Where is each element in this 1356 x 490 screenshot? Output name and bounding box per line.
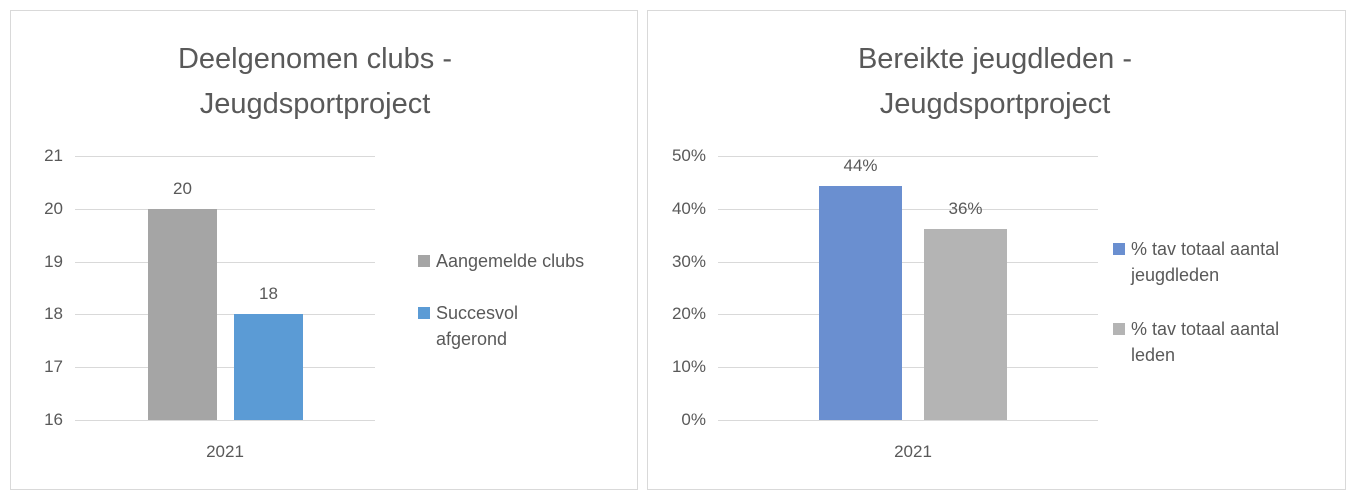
y-tick-label: 50% xyxy=(671,146,706,165)
legend-swatch xyxy=(1113,323,1125,335)
legend-label: % tav totaal aantal jeugdleden xyxy=(1131,239,1280,285)
grid-line xyxy=(718,208,1098,210)
grid-line xyxy=(718,156,1098,157)
x-tick-label: 2021 xyxy=(894,442,932,461)
y-tick-label: 21 xyxy=(44,146,63,165)
y-tick-label: 40% xyxy=(671,198,706,218)
data-label: 36% xyxy=(948,198,983,218)
legend-label: Aangemelde clubs xyxy=(436,251,585,271)
chart-title: Deelgenomen clubs - Jeugdsportproject xyxy=(177,43,453,120)
data-label: 44% xyxy=(843,156,878,176)
y-tick-label: 16 xyxy=(44,410,63,429)
data-label: 20 xyxy=(173,178,192,198)
legend-swatch xyxy=(1113,243,1125,255)
bar xyxy=(819,186,902,420)
y-tick-label: 20 xyxy=(44,198,63,218)
data-label: 18 xyxy=(259,284,278,304)
legend-swatch xyxy=(418,307,430,319)
x-tick-label: 2021 xyxy=(206,442,244,461)
y-tick-label: 17 xyxy=(44,357,63,377)
y-tick-label: 19 xyxy=(44,251,63,271)
chart-title: Bereikte jeugdleden - Jeugdsportproject xyxy=(857,43,1133,120)
grid-line xyxy=(75,208,375,210)
legend-label: % tav totaal aantal leden xyxy=(1131,319,1280,365)
chart-panel xyxy=(10,10,638,490)
grid-line xyxy=(75,367,375,369)
grid-line xyxy=(75,314,375,316)
y-tick-label: 30% xyxy=(671,251,706,271)
y-tick-label: 20% xyxy=(671,304,706,324)
bar xyxy=(924,228,1007,420)
grid-line xyxy=(75,261,375,263)
bar xyxy=(234,314,303,420)
bar xyxy=(148,208,217,420)
y-tick-label: 10% xyxy=(671,357,706,377)
y-tick-label: 18 xyxy=(44,304,63,324)
grid-line xyxy=(718,367,1098,369)
grid-line xyxy=(718,420,1098,421)
grid-line xyxy=(718,261,1098,263)
grid-line xyxy=(75,156,375,157)
legend-swatch xyxy=(418,255,430,267)
page: (() => { const data = JSON.parse(documen… xyxy=(10,10,1346,490)
grid-line xyxy=(75,420,375,421)
y-tick-label: 0% xyxy=(681,410,706,429)
legend-label: Succesvol afgerond xyxy=(436,303,519,349)
grid-line xyxy=(718,314,1098,316)
